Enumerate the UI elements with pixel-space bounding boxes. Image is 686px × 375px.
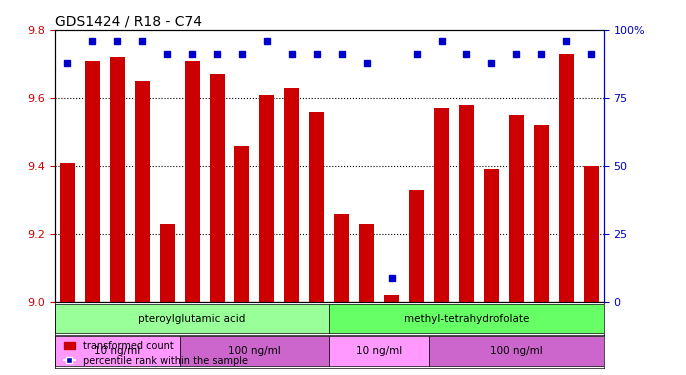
Legend: transformed count, percentile rank within the sample: transformed count, percentile rank withi… [60,337,252,370]
Bar [584,166,599,302]
Bar [484,170,499,302]
FancyBboxPatch shape [55,304,329,333]
Bar [359,224,374,302]
Bar [534,125,549,302]
Bar [185,61,200,302]
Bar [459,105,474,302]
FancyBboxPatch shape [55,336,180,366]
Bar [334,214,349,302]
Bar [110,57,125,302]
Bar [134,81,150,302]
FancyBboxPatch shape [329,304,604,333]
Bar [384,296,399,302]
Text: 10 ng/ml: 10 ng/ml [94,346,141,356]
Bar [235,146,250,302]
Bar [209,74,224,302]
Bar [160,224,175,302]
Bar [409,190,424,302]
FancyBboxPatch shape [329,336,429,366]
Bar [509,115,524,302]
Bar [309,112,324,302]
Bar [559,54,573,302]
Bar [434,108,449,302]
Text: 100 ng/ml: 100 ng/ml [228,346,281,356]
Text: 100 ng/ml: 100 ng/ml [490,346,543,356]
FancyBboxPatch shape [180,336,329,366]
Text: GDS1424 / R18 - C74: GDS1424 / R18 - C74 [55,15,202,29]
FancyBboxPatch shape [429,336,604,366]
Bar [85,61,99,302]
Bar [259,94,274,302]
Bar [60,163,75,302]
Text: pteroylglutamic acid: pteroylglutamic acid [139,314,246,324]
Text: 10 ng/ml: 10 ng/ml [356,346,402,356]
Text: methyl-tetrahydrofolate: methyl-tetrahydrofolate [404,314,529,324]
Bar [285,88,299,302]
